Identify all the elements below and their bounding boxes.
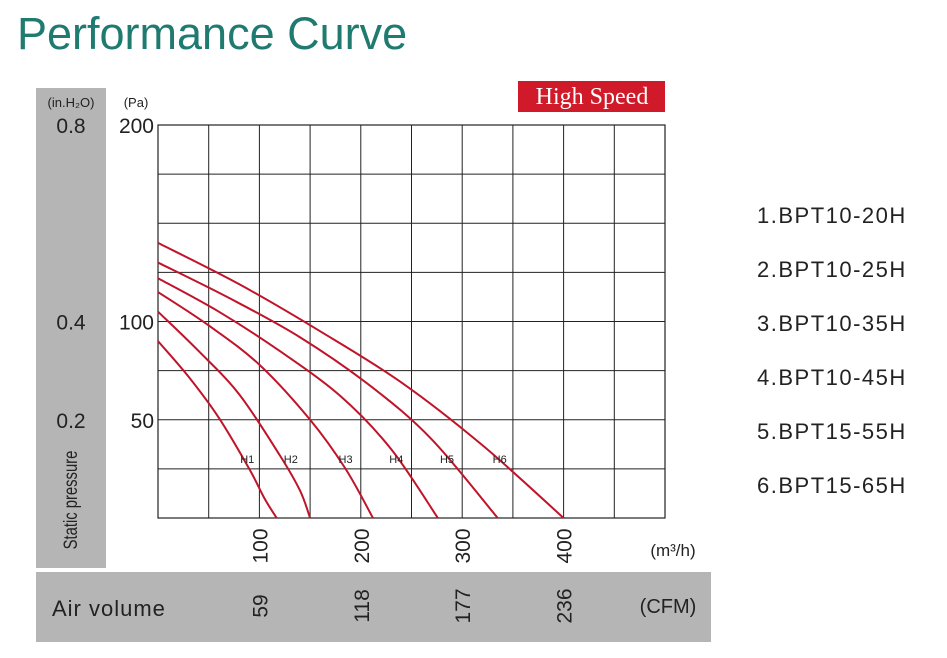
series-label-h6: H6 [493,454,507,466]
x-tick-label: 200 [351,528,374,563]
speed-badge: High Speed [536,84,649,110]
y-axis-title: Static pressure [60,451,81,550]
y-axis-panel [36,88,106,568]
x-tick-label: 400 [554,528,577,563]
y-unit-inh2o: (in.H₂O) [48,95,95,110]
y-tick-label-pa: 200 [119,115,154,138]
speed-badge-bg [518,81,665,112]
x-unit-cfm: (CFM) [640,596,697,618]
series-line-h3 [157,291,374,519]
x-tick-label: 300 [452,528,475,563]
y-tick-label-inh2o: 0.8 [56,115,85,138]
series-line-h1 [157,340,278,519]
series-label-h5: H5 [440,454,454,466]
x-tick-label-cfm: 118 [351,589,374,622]
model-item: 3.BPT10-35H [757,311,907,336]
series-line-h6 [157,242,565,519]
plot-frame [157,124,666,519]
y-tick-label-pa: 50 [131,410,154,433]
series-label-h3: H3 [339,454,353,466]
series-label-h1: H1 [240,454,254,466]
model-item: 1.BPT10-20H [757,203,907,228]
series-label-h2: H2 [284,454,298,466]
x-tick-label-cfm: 236 [554,588,577,623]
model-item: 6.BPT15-65H [757,473,907,498]
series-line-h2 [157,310,312,519]
series-label-h4: H4 [389,454,403,466]
x-unit-m3h: (m³/h) [650,541,695,560]
model-item: 2.BPT10-25H [757,257,907,282]
y-tick-label-inh2o: 0.2 [56,410,85,433]
series-line-h5 [157,261,499,519]
x-tick-label-cfm: 59 [249,594,272,617]
model-item: 4.BPT10-45H [757,365,907,390]
model-item: 5.BPT15-55H [757,419,907,444]
x-axis-panel [36,572,711,642]
y-unit-pa: (Pa) [124,95,149,110]
y-tick-label-inh2o: 0.4 [56,312,86,335]
series-line-h4 [157,277,439,519]
y-tick-label-pa: 100 [119,312,154,335]
model-legend: 1.BPT10-20H 2.BPT10-25H 3.BPT10-35H 4.BP… [757,197,907,521]
x-axis-title: Air volume [52,596,166,621]
x-tick-label-cfm: 177 [452,588,475,623]
x-tick-label: 100 [249,528,272,563]
page-title: Performance Curve [17,8,408,59]
